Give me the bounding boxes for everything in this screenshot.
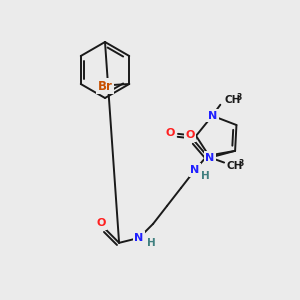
Text: N: N	[206, 152, 215, 163]
Text: N: N	[208, 111, 217, 121]
Text: H: H	[201, 171, 209, 181]
Text: 3: 3	[238, 158, 243, 167]
Text: N: N	[190, 165, 200, 175]
Text: CH: CH	[226, 160, 242, 170]
Text: O: O	[165, 128, 175, 138]
Text: Br: Br	[98, 80, 113, 92]
Text: O: O	[185, 130, 195, 140]
Text: N: N	[134, 233, 144, 243]
Text: H: H	[147, 238, 155, 248]
Text: O: O	[96, 218, 106, 228]
Text: 3: 3	[236, 93, 242, 102]
Text: CH: CH	[224, 95, 241, 105]
